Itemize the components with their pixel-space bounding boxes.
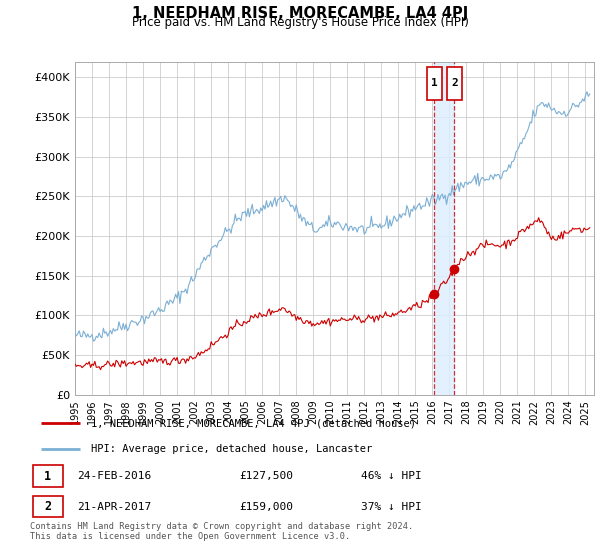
- Text: 1: 1: [44, 469, 51, 483]
- Text: 46% ↓ HPI: 46% ↓ HPI: [361, 471, 422, 481]
- Text: 1, NEEDHAM RISE, MORECAMBE, LA4 4PJ: 1, NEEDHAM RISE, MORECAMBE, LA4 4PJ: [132, 6, 468, 21]
- FancyBboxPatch shape: [33, 465, 63, 487]
- Bar: [434, 62, 454, 395]
- Text: 2: 2: [451, 78, 458, 88]
- Text: 1, NEEDHAM RISE, MORECAMBE, LA4 4PJ (detached house): 1, NEEDHAM RISE, MORECAMBE, LA4 4PJ (det…: [91, 418, 416, 428]
- Text: 21-APR-2017: 21-APR-2017: [77, 502, 151, 512]
- Text: 24-FEB-2016: 24-FEB-2016: [77, 471, 151, 481]
- Text: 1: 1: [431, 78, 438, 88]
- Text: 37% ↓ HPI: 37% ↓ HPI: [361, 502, 422, 512]
- FancyBboxPatch shape: [33, 496, 63, 517]
- Text: HPI: Average price, detached house, Lancaster: HPI: Average price, detached house, Lanc…: [91, 444, 372, 454]
- Text: Price paid vs. HM Land Registry's House Price Index (HPI): Price paid vs. HM Land Registry's House …: [131, 16, 469, 29]
- Text: Contains HM Land Registry data © Crown copyright and database right 2024.
This d: Contains HM Land Registry data © Crown c…: [30, 522, 413, 542]
- FancyBboxPatch shape: [427, 67, 442, 100]
- Text: £127,500: £127,500: [240, 471, 294, 481]
- FancyBboxPatch shape: [447, 67, 461, 100]
- Text: £159,000: £159,000: [240, 502, 294, 512]
- Text: 2: 2: [44, 500, 51, 514]
